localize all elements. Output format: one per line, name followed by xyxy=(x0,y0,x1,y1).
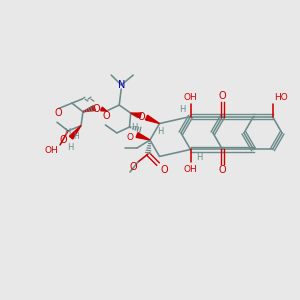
Polygon shape xyxy=(136,133,150,140)
Text: OH: OH xyxy=(184,165,197,174)
Text: H: H xyxy=(157,128,163,136)
Text: O: O xyxy=(138,112,145,122)
Text: H: H xyxy=(131,124,137,133)
Text: N: N xyxy=(118,80,125,90)
Text: OH: OH xyxy=(184,93,197,102)
Text: O: O xyxy=(54,108,62,118)
Text: O: O xyxy=(129,162,137,172)
Polygon shape xyxy=(83,106,95,112)
Text: O: O xyxy=(93,104,100,114)
Text: O: O xyxy=(160,165,168,175)
Text: H: H xyxy=(73,132,79,141)
Polygon shape xyxy=(131,113,141,118)
Text: H: H xyxy=(67,143,73,152)
Polygon shape xyxy=(69,126,81,139)
Text: H: H xyxy=(196,153,203,162)
Text: O: O xyxy=(219,91,226,100)
Text: OH: OH xyxy=(44,146,58,155)
Text: O: O xyxy=(219,166,226,176)
Polygon shape xyxy=(146,115,160,124)
Text: O: O xyxy=(127,134,134,142)
Text: H: H xyxy=(179,105,186,114)
Polygon shape xyxy=(101,107,106,111)
Text: HO: HO xyxy=(274,93,288,102)
Text: H: H xyxy=(64,128,70,137)
Text: O: O xyxy=(59,135,67,145)
Text: O: O xyxy=(102,111,110,121)
